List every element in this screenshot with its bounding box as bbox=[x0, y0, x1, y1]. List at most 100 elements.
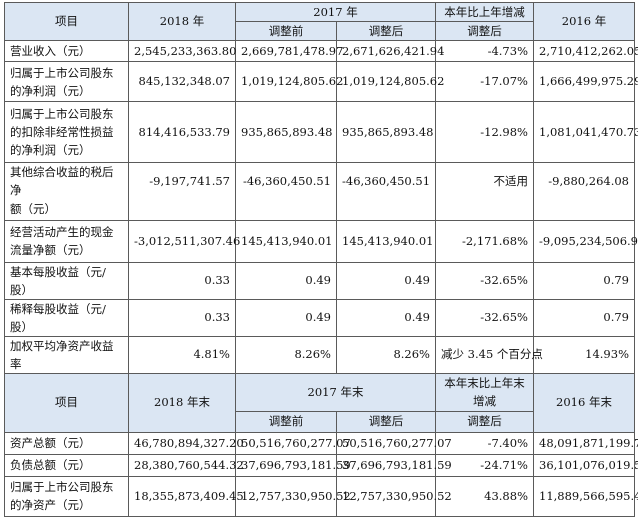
value-2016: 1,081,041,470.73 bbox=[533, 101, 638, 163]
value-2017-before: 37,696,793,181.59 bbox=[235, 453, 351, 477]
table2-header-row-2: 调整前 调整后 调整后 bbox=[5, 410, 635, 433]
row-label: 基本每股收益（元/股） bbox=[4, 261, 129, 300]
value-2017-before: 50,516,760,277.07 bbox=[235, 431, 351, 455]
value-2016: 1,666,499,975.29 bbox=[533, 61, 638, 102]
value-2018: 4.81% bbox=[128, 335, 236, 374]
row-label: 营业收入（元） bbox=[4, 40, 129, 62]
value-change: -32.65% bbox=[435, 261, 534, 300]
table-row-continuation: 额（元） bbox=[4, 199, 635, 221]
row-label: 归属于上市公司股东的净利润（元） bbox=[4, 61, 129, 102]
value-2017-before: 145,413,940.01 bbox=[235, 219, 337, 263]
empty-cell bbox=[128, 199, 236, 221]
value-change: -12.98% bbox=[435, 101, 534, 163]
value-2017-after: 0.49 bbox=[336, 298, 436, 337]
value-change: 不适用 bbox=[435, 162, 534, 199]
value-change: -17.07% bbox=[435, 61, 534, 102]
table2-header-item: 项目 bbox=[4, 372, 129, 433]
table1-header-row-2: 调整前 调整后 调整后 bbox=[5, 21, 635, 41]
table-row: 资产总额（元） 46,780,894,327.20 50,516,760,277… bbox=[4, 431, 638, 455]
row-label-continuation: 额（元） bbox=[4, 199, 129, 221]
value-2017-before: 935,865,893.48 bbox=[235, 101, 337, 163]
table2-header-row-1: 项目 2018 年末 2017 年末 本年末比上年末增减 2016 年末 bbox=[4, 372, 635, 433]
table1-header-2017: 2017 年 bbox=[235, 2, 436, 22]
value-2017-before: 1,019,124,805.62 bbox=[235, 61, 343, 102]
table-row: 归属于上市公司股东的净资产（元） 18,355,873,409.45 12,75… bbox=[4, 475, 638, 517]
table2-header-2017: 2017 年末 bbox=[235, 372, 436, 412]
value-2017-after: -46,360,450.51 bbox=[336, 162, 436, 199]
value-2018: -9,197,741.57 bbox=[128, 162, 236, 199]
value-2016: 48,091,871,199.73 bbox=[533, 431, 638, 455]
table-row: 加权平均净资产收益率 4.81% 8.26% 8.26% 减少 3.45 个百分… bbox=[4, 335, 635, 374]
value-2017-after: 8.26% bbox=[336, 335, 436, 374]
value-2016: 11,889,566,595.41 bbox=[533, 475, 638, 517]
value-2017-after: 1,019,124,805.62 bbox=[336, 61, 444, 102]
table2-header-change-sub: 调整后 bbox=[435, 410, 534, 433]
value-2018: 28,380,760,544.32 bbox=[128, 453, 244, 477]
value-2016: -9,880,264.08 bbox=[533, 162, 635, 199]
table1-header-2016: 2016 年 bbox=[533, 2, 635, 41]
empty-cell bbox=[235, 199, 337, 221]
value-2016: 2,710,412,262.05 bbox=[533, 40, 638, 62]
value-2017-after: 935,865,893.48 bbox=[336, 101, 436, 163]
value-2016: -9,095,234,506.96 bbox=[533, 219, 638, 263]
value-2017-after: 12,757,330,950.52 bbox=[336, 475, 452, 517]
value-2018: 845,132,348.07 bbox=[128, 61, 236, 102]
row-label: 其他综合收益的税后净 bbox=[4, 162, 129, 199]
table-row: 负债总额（元） 28,380,760,544.32 37,696,793,181… bbox=[4, 453, 638, 477]
table2-header-2016: 2016 年末 bbox=[533, 372, 635, 433]
row-label: 资产总额（元） bbox=[4, 431, 129, 455]
value-2018: -3,012,511,307.46 bbox=[128, 219, 240, 263]
row-label: 加权平均净资产收益率 bbox=[4, 335, 129, 374]
table1-header-row-1: 项目 2018 年 2017 年 本年比上年增减 2016 年 bbox=[4, 2, 635, 41]
row-label: 稀释每股收益（元/股） bbox=[4, 298, 129, 337]
value-2018: 2,545,233,363.80 bbox=[128, 40, 236, 62]
value-change: -2,171.68% bbox=[435, 219, 534, 263]
value-2017-before: 8.26% bbox=[235, 335, 337, 374]
value-2017-before: -46,360,450.51 bbox=[235, 162, 337, 199]
value-2018: 18,355,873,409.45 bbox=[128, 475, 244, 517]
value-2017-after: 2,671,626,421.94 bbox=[336, 40, 444, 62]
empty-cell bbox=[336, 199, 436, 221]
value-2017-after: 37,696,793,181.59 bbox=[336, 453, 452, 477]
value-2018: 0.33 bbox=[128, 261, 236, 300]
value-change: -4.73% bbox=[435, 40, 534, 62]
value-2017-after: 0.49 bbox=[336, 261, 436, 300]
table-row: 基本每股收益（元/股） 0.33 0.49 0.49 -32.65% 0.79 bbox=[4, 261, 635, 300]
value-2017-before: 0.49 bbox=[235, 298, 337, 337]
table-row: 归属于上市公司股东的净利润（元） 845,132,348.07 1,019,12… bbox=[4, 61, 638, 102]
table1-header-before-adj: 调整前 bbox=[235, 21, 337, 41]
row-label: 归属于上市公司股东的扣除非经常性损益的净利润（元） bbox=[4, 101, 129, 163]
value-2017-after: 50,516,760,277.07 bbox=[336, 431, 452, 455]
table-row: 归属于上市公司股东的扣除非经常性损益的净利润（元） 814,416,533.79… bbox=[4, 101, 638, 163]
table2-header-after-adj: 调整后 bbox=[336, 410, 436, 433]
value-2016: 36,101,076,019.50 bbox=[533, 453, 638, 477]
value-change: 减少 3.45 个百分点 bbox=[435, 335, 543, 374]
value-2017-before: 2,669,781,478.97 bbox=[235, 40, 343, 62]
row-label: 归属于上市公司股东的净资产（元） bbox=[4, 475, 129, 517]
table-row: 经营活动产生的现金流量净额（元） -3,012,511,307.46 145,4… bbox=[4, 219, 638, 263]
value-2016: 14.93% bbox=[533, 335, 635, 374]
row-label: 负债总额（元） bbox=[4, 453, 129, 477]
value-2016: 0.79 bbox=[533, 298, 635, 337]
empty-cell bbox=[533, 199, 635, 221]
table2-header-2018: 2018 年末 bbox=[128, 372, 236, 433]
financial-data-table: 项目 2018 年 2017 年 本年比上年增减 2016 年 调整前 调整后 … bbox=[4, 2, 638, 517]
empty-cell bbox=[435, 199, 534, 221]
value-2017-before: 12,757,330,950.52 bbox=[235, 475, 351, 517]
value-2018: 46,780,894,327.20 bbox=[128, 431, 244, 455]
value-2018: 814,416,533.79 bbox=[128, 101, 236, 163]
table-row: 其他综合收益的税后净 -9,197,741.57 -46,360,450.51 … bbox=[4, 162, 635, 199]
row-label: 经营活动产生的现金流量净额（元） bbox=[4, 219, 129, 263]
table2-header-before-adj: 调整前 bbox=[235, 410, 337, 433]
value-2018: 0.33 bbox=[128, 298, 236, 337]
table-row: 稀释每股收益（元/股） 0.33 0.49 0.49 -32.65% 0.79 bbox=[4, 298, 635, 337]
value-2016: 0.79 bbox=[533, 261, 635, 300]
value-2017-after: 145,413,940.01 bbox=[336, 219, 436, 263]
table1-header-2018: 2018 年 bbox=[128, 2, 236, 41]
table1-header-item: 项目 bbox=[4, 2, 129, 41]
table-row: 营业收入（元） 2,545,233,363.80 2,669,781,478.9… bbox=[4, 40, 638, 62]
table1-header-change-sub: 调整后 bbox=[435, 21, 534, 41]
table2-header-change: 本年末比上年末增减 bbox=[435, 372, 534, 412]
value-2017-before: 0.49 bbox=[235, 261, 337, 300]
table1-header-after-adj: 调整后 bbox=[336, 21, 436, 41]
